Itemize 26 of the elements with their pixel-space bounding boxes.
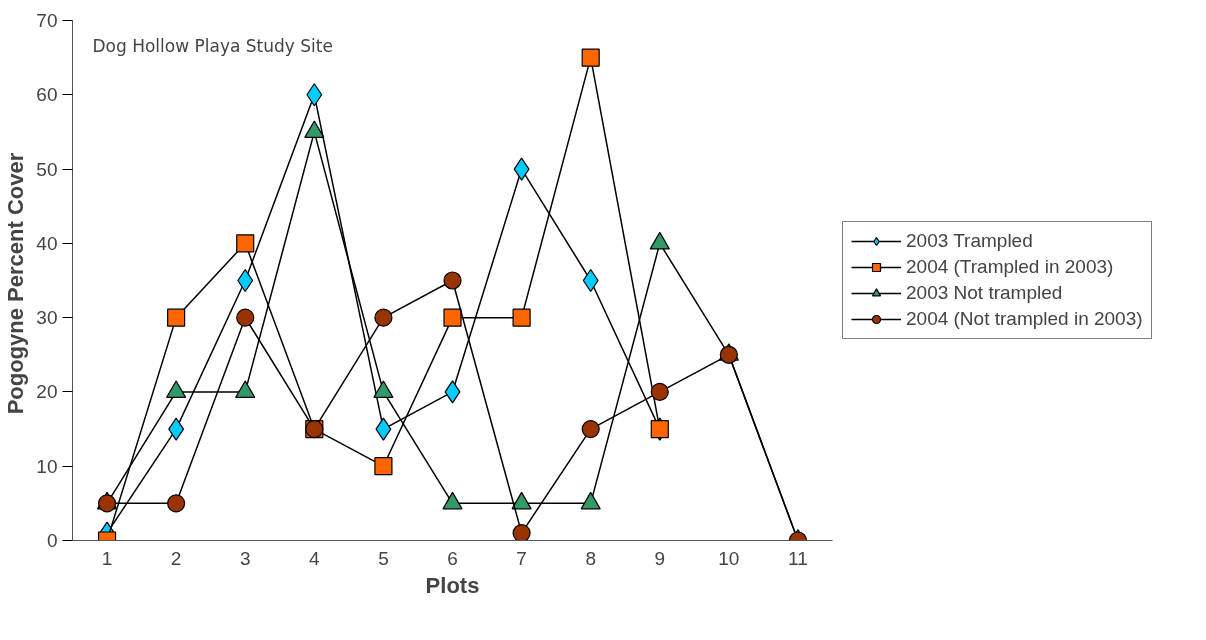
y-tick-label: 40 xyxy=(36,232,58,254)
x-tick-label: 4 xyxy=(309,547,321,569)
annotation: Dog Hollow Playa Study Site xyxy=(92,35,333,56)
legend-label: 2003 Not trampled xyxy=(906,282,1063,304)
x-tick-label: 9 xyxy=(654,547,666,569)
x-tick-label: 3 xyxy=(239,547,251,569)
x-tick-label: 5 xyxy=(378,547,389,569)
x-tick-label: 7 xyxy=(516,547,527,569)
legend-label: 2004 (Trampled in 2003) xyxy=(906,256,1114,278)
y-tick-label: 60 xyxy=(36,84,58,106)
y-tick-label: 30 xyxy=(36,307,58,329)
x-tick-label: 1 xyxy=(101,547,113,569)
x-tick-label: 8 xyxy=(585,547,596,569)
legend-label: 2003 Trampled xyxy=(906,230,1033,252)
legend-label: 2004 (Not trampled in 2003) xyxy=(906,308,1143,330)
x-tick-label: 2 xyxy=(170,547,182,569)
y-tick-label: 70 xyxy=(36,10,58,31)
x-tick-label: 6 xyxy=(447,547,458,569)
x-tick-label: 11 xyxy=(788,547,808,569)
y-tick-label: 0 xyxy=(46,530,58,551)
y-axis-title: Pogogyne Percent Cover xyxy=(3,152,29,415)
y-tick-label: 20 xyxy=(36,381,58,403)
y-tick-label: 50 xyxy=(36,158,58,180)
y-tick-label: 10 xyxy=(36,455,58,477)
x-tick-label: 10 xyxy=(718,547,740,569)
x-axis-title: Plots xyxy=(425,572,480,598)
